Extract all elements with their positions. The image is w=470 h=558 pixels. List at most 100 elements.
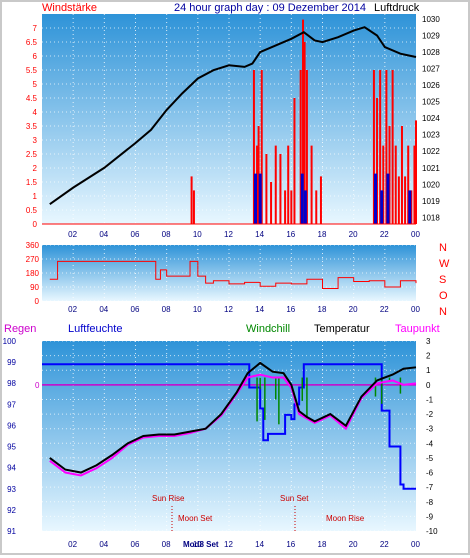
wind-axis-tick: 0: [33, 220, 38, 229]
humidity-axis-tick: 95: [7, 443, 16, 452]
compass-n-bottom: N: [439, 306, 447, 318]
x-axis-tick: 02: [68, 230, 77, 239]
wind-bar: [257, 126, 260, 224]
compass-s: S: [439, 274, 446, 286]
wind-axis-tick: 0.5: [26, 206, 38, 215]
wind-bar: [265, 154, 268, 224]
pressure-axis-tick: 1028: [422, 48, 440, 57]
humidity-axis-tick: 96: [7, 421, 16, 430]
wind-bar: [319, 176, 322, 224]
humidity-axis-tick: 92: [7, 506, 16, 515]
wind-bar: [404, 176, 407, 224]
pressure-axis-tick: 1022: [422, 147, 440, 156]
wind-bar: [407, 145, 410, 224]
wind-axis-tick: 4.5: [26, 94, 38, 103]
x-axis-tick: 22: [380, 305, 389, 314]
pressure-line: [49, 26, 417, 205]
winddir-axis-tick: 0: [35, 297, 40, 306]
humidity-axis-tick: 99: [7, 358, 16, 367]
temperature-axis-tick: -2: [426, 410, 434, 419]
wind-bar: [290, 190, 293, 224]
gust-bar: [408, 190, 412, 224]
x-axis-tick: 04: [99, 540, 108, 549]
wind-bar: [391, 70, 394, 224]
axis-tick-labels: 00.511.522.533.544.555.566.5710181019102…: [3, 15, 441, 549]
wind-axis-tick: 1: [33, 192, 38, 201]
wind-bar: [372, 70, 375, 224]
wind-bar: [388, 126, 391, 224]
wind-bar: [293, 98, 296, 224]
wind-bar: [287, 145, 290, 224]
wind-axis-tick: 4: [33, 108, 38, 117]
x-axis-tick: 18: [318, 540, 327, 549]
wind-bar: [279, 154, 282, 224]
temp-humidity-plot-area: [42, 341, 416, 531]
temperature-axis-tick: -6: [426, 469, 434, 478]
wind-bar: [413, 145, 416, 224]
legend-windchill: Windchill: [246, 323, 290, 335]
x-axis-tick: 20: [349, 305, 358, 314]
pressure-axis-tick: 1024: [422, 114, 440, 123]
winddir-axis-tick: 180: [26, 269, 40, 278]
gust-bar: [300, 173, 304, 224]
wind-bar: [394, 145, 397, 224]
pressure-axis-tick: 1020: [422, 180, 440, 189]
winddir-axis-tick: 90: [30, 283, 39, 292]
wind-bar: [270, 182, 273, 224]
sun-set-label: Sun Set: [280, 494, 309, 503]
x-axis-tick: 04: [99, 230, 108, 239]
legend-regen: Regen: [4, 323, 36, 335]
wind-bar: [415, 120, 417, 224]
temperature-axis-tick: -5: [426, 454, 434, 463]
wind-bar: [310, 145, 313, 224]
temperature-axis-tick: 1: [426, 366, 431, 375]
humidity-axis-tick: 94: [7, 464, 16, 473]
moon-set-label: Moon Set: [178, 514, 213, 523]
wind-bar: [400, 126, 403, 224]
x-axis-tick: 14: [255, 540, 264, 549]
humidity-axis-tick: 100: [3, 337, 17, 346]
temperature-axis-tick: -1: [426, 395, 434, 404]
x-axis-tick: 04: [99, 305, 108, 314]
compass-n-top: N: [439, 242, 447, 254]
wind-bar: [256, 145, 259, 224]
wind-bar: [260, 70, 263, 224]
pressure-axis-tick: 1029: [422, 31, 440, 40]
winddir-axis-tick: 360: [26, 241, 40, 250]
wind-axis-tick: 7: [33, 24, 38, 33]
x-axis-tick: 08: [162, 540, 171, 549]
x-axis-tick: 06: [131, 230, 140, 239]
humidity-axis-tick: 91: [7, 527, 16, 536]
wind-bar: [302, 19, 305, 224]
x-axis-tick: 02: [68, 305, 77, 314]
wind-axis-tick: 2: [33, 164, 38, 173]
wind-axis-title: Windstärke: [42, 2, 97, 14]
x-axis-tick: 12: [224, 230, 233, 239]
chart-title: 24 hour graph day : 09 Dezember 2014: [174, 2, 366, 14]
x-axis-tick: 20: [349, 230, 358, 239]
chart-series: [42, 19, 417, 490]
temperature-axis-tick: 2: [426, 352, 431, 361]
x-axis-tick: 08: [162, 230, 171, 239]
x-axis-tick: 00: [411, 540, 420, 549]
x-axis-tick: 10: [193, 540, 202, 549]
humidity-line: [42, 363, 416, 490]
temperature-axis-tick: -8: [426, 498, 434, 507]
temperature-axis-tick: 0: [426, 381, 431, 390]
x-axis-tick: 16: [286, 230, 295, 239]
sun-rise-label: Sun Rise: [152, 494, 185, 503]
gust-bar: [380, 190, 384, 224]
x-axis-tick: 14: [255, 230, 264, 239]
wind-bar: [252, 70, 255, 224]
pressure-axis-tick: 1019: [422, 197, 440, 206]
legend-luftfeuchte: Luftfeuchte: [68, 323, 122, 335]
temperature-axis-tick: -9: [426, 512, 434, 521]
wind-bar: [410, 190, 413, 224]
x-axis-tick: 16: [286, 305, 295, 314]
gust-bar: [373, 173, 377, 224]
gust-bar: [386, 173, 390, 224]
dewpoint-line: [49, 373, 417, 477]
x-axis-tick: 10: [193, 230, 202, 239]
gust-bar: [258, 173, 262, 224]
regen-axis-tick: 0: [35, 381, 40, 390]
